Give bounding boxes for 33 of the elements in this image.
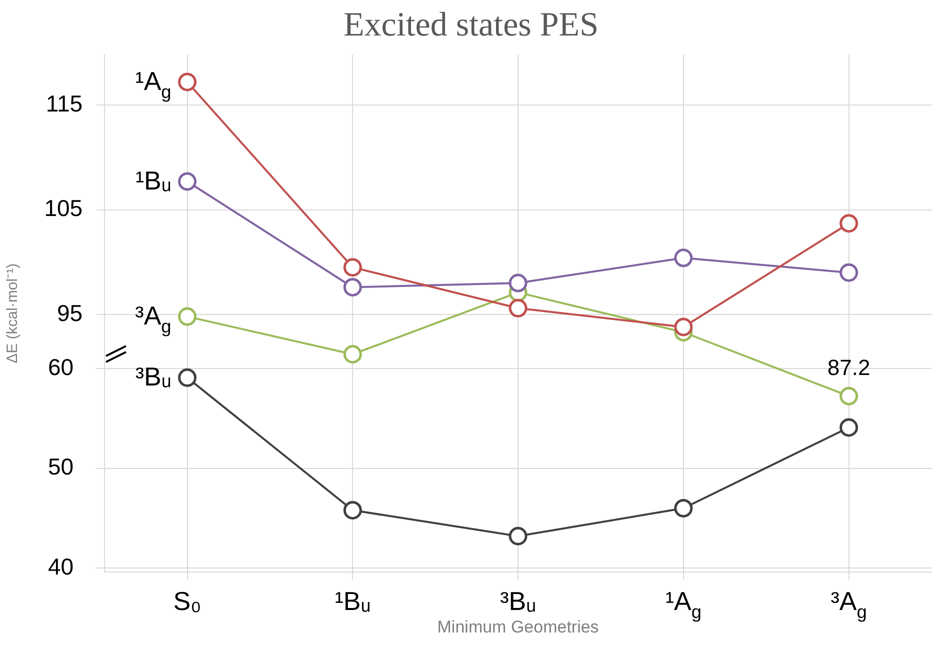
point xyxy=(343,500,362,520)
point xyxy=(508,526,528,546)
point xyxy=(840,214,858,233)
y-axis-title: ΔE (kcal·mol⁻¹) xyxy=(4,263,22,364)
point xyxy=(840,418,858,437)
point xyxy=(178,307,197,326)
x-tick-label: ³Bᵤ xyxy=(500,586,536,616)
point xyxy=(508,274,528,292)
point xyxy=(674,498,693,518)
y-tick-label: 40 xyxy=(48,553,74,580)
point xyxy=(674,248,693,268)
x-tick-label: S₀ xyxy=(173,586,202,616)
y2-tick-label: 95 xyxy=(56,300,83,326)
x-tick-label: ¹Bᵤ xyxy=(334,586,371,616)
chart-title: Excited states PES xyxy=(344,6,598,44)
series-label: ¹Bᵤ xyxy=(135,165,172,196)
data-label: 87.2 xyxy=(827,355,870,380)
point xyxy=(508,298,528,318)
x-axis-title: Minimum Geometries xyxy=(437,617,599,636)
point xyxy=(178,172,197,191)
point xyxy=(343,258,362,277)
y2-tick-label: 115 xyxy=(46,90,83,116)
y2-tick-label: 105 xyxy=(44,195,83,222)
series-label: ³Bᵤ xyxy=(135,362,172,392)
point xyxy=(343,278,362,296)
y-tick-label: 50 xyxy=(48,454,74,480)
point xyxy=(674,318,693,336)
y-tick-label: 60 xyxy=(48,354,74,380)
point xyxy=(840,263,858,282)
point xyxy=(178,368,197,387)
point xyxy=(178,72,197,92)
point xyxy=(343,344,362,364)
point xyxy=(840,386,858,406)
